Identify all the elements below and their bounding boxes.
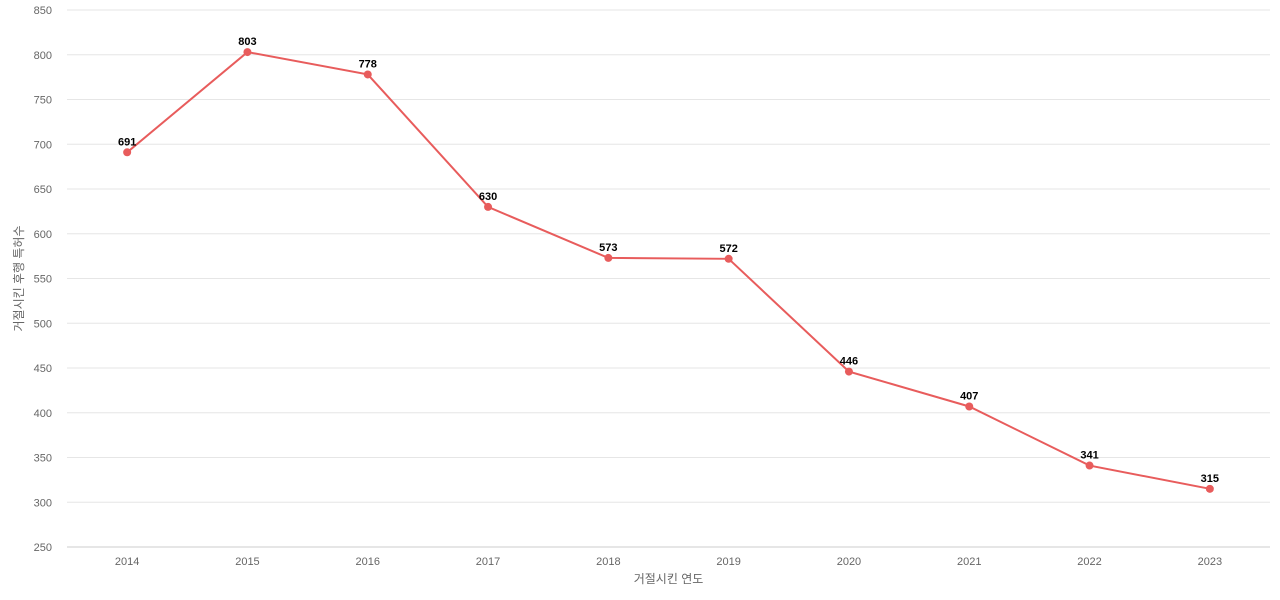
y-tick-label: 450 [34,363,52,375]
data-point[interactable] [484,202,493,211]
data-point[interactable] [123,148,132,157]
gridlines [67,9,1270,548]
y-tick-label: 700 [34,139,52,151]
y-tick-label: 400 [34,408,52,420]
data-point[interactable] [1085,461,1094,470]
x-tick-label: 2016 [356,556,380,568]
data-label: 573 [599,242,617,254]
y-tick-label: 350 [34,453,52,465]
x-tick-label: 2022 [1077,556,1101,568]
x-tick-label: 2020 [837,556,861,568]
data-point[interactable] [604,253,613,262]
data-label: 446 [840,356,858,368]
y-tick-label: 550 [34,274,52,286]
series-layer [123,48,1214,493]
y-tick-label: 750 [34,95,52,107]
data-label: 572 [719,243,737,255]
x-tick-label: 2023 [1198,556,1222,568]
data-point[interactable] [724,254,733,263]
y-tick-label: 300 [34,497,52,509]
y-axis-title: 거절시킨 후행 특허수 [11,225,26,331]
x-tick-label: 2015 [235,556,259,568]
data-point[interactable] [243,48,252,57]
y-tick-label: 250 [34,542,52,554]
data-label: 778 [359,58,377,70]
x-tick-label: 2019 [716,556,740,568]
x-tick-label: 2018 [596,556,620,568]
data-labels: 691 803 778 630 573 572 446 407 341 315 [118,36,1219,485]
data-label: 630 [479,191,497,203]
y-tick-label: 600 [34,229,52,241]
data-label: 407 [960,390,978,402]
data-label: 803 [238,36,256,48]
data-point[interactable] [1205,484,1214,493]
y-tick-label: 650 [34,184,52,196]
y-tick-label: 850 [34,5,52,17]
series-line [126,50,1211,490]
data-point[interactable] [965,402,974,411]
x-tick-label: 2017 [476,556,500,568]
x-tick-label: 2021 [957,556,981,568]
x-axis-title: 거절시킨 연도 [634,572,704,586]
data-label: 315 [1201,473,1219,485]
x-axis-ticks: 2014 2015 2016 2017 2018 2019 2020 2021 2022 2023 [115,556,1222,568]
data-point[interactable] [844,367,853,376]
data-point[interactable] [363,70,372,79]
y-tick-label: 800 [34,50,52,62]
y-axis-ticks: 250 300 350 400 450 500 550 600 650 700 750 800 850 [34,5,52,554]
x-tick-label: 2014 [115,556,139,568]
data-label: 691 [118,136,136,148]
data-label: 341 [1080,450,1098,462]
y-tick-label: 500 [34,318,52,330]
